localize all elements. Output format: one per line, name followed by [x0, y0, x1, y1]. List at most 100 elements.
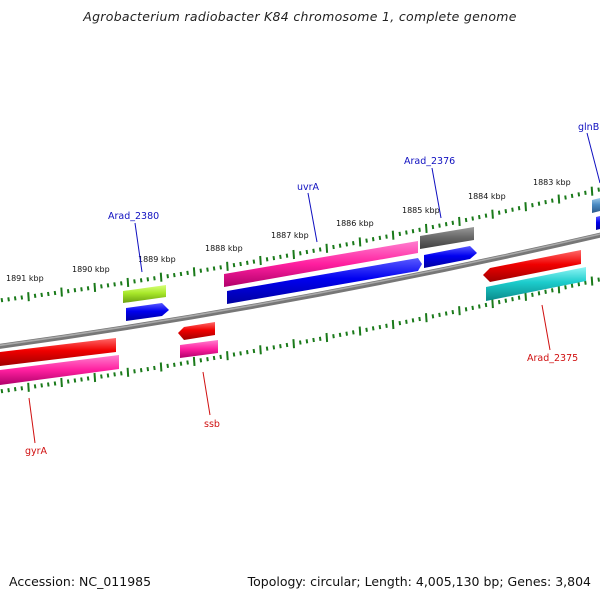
forward-tick-mark — [232, 262, 236, 268]
forward-tick-mark — [159, 272, 163, 282]
forward-tick-mark — [590, 186, 594, 196]
forward-tick-mark — [385, 234, 388, 239]
forward-tick-mark — [0, 297, 4, 303]
reverse-tick-mark — [33, 384, 37, 389]
reverse-tick-mark — [259, 345, 262, 355]
forward-tick-mark — [597, 187, 600, 192]
gene-label-glnB[interactable]: glnB — [578, 122, 599, 133]
gyrA-cds-feature[interactable] — [0, 355, 119, 385]
gyrA-gene-feature[interactable] — [0, 338, 116, 366]
reverse-tick-mark — [385, 323, 388, 328]
ssb-cds-feature[interactable] — [180, 340, 218, 358]
reverse-tick-mark — [66, 379, 70, 384]
uvrA-gene-feature[interactable] — [224, 241, 418, 287]
forward-tick-mark — [60, 287, 63, 297]
reverse-tick-mark — [272, 345, 276, 350]
reverse-tick-mark — [405, 319, 408, 324]
forward-tick-mark — [464, 217, 468, 223]
forward-tick-mark — [265, 257, 269, 262]
ssb-leader-line — [202, 371, 211, 416]
forward-tick-mark — [551, 198, 554, 203]
reverse-tick-mark — [226, 351, 229, 361]
forward-tick-mark — [73, 288, 77, 293]
reverse-tick-mark — [524, 291, 527, 301]
gene-label-uvrA[interactable]: uvrA — [297, 182, 320, 193]
map-title: Agrobacterium radiobacter K84 chromosome… — [83, 9, 517, 24]
forward-tick-mark — [332, 244, 335, 250]
arad-2375-leader-line — [541, 304, 551, 351]
forward-tick-mark — [451, 220, 455, 225]
gyrA-leader-line — [28, 397, 36, 444]
forward-tick-mark — [524, 202, 527, 212]
scale-label-1886: 1886 kbp — [336, 219, 374, 228]
forward-tick-mark — [212, 266, 216, 271]
gene-label-arad-2380[interactable]: Arad_2380 — [108, 211, 159, 222]
gene-label-arad-2375[interactable]: Arad_2375 — [527, 353, 578, 364]
uvrA-cds-feature[interactable] — [227, 258, 422, 304]
forward-tick-mark — [259, 255, 262, 266]
forward-tick-mark — [252, 259, 256, 264]
reverse-tick-mark — [173, 362, 176, 367]
reverse-tick-mark — [358, 326, 362, 336]
reverse-tick-mark — [504, 298, 508, 303]
forward-tick-mark — [577, 192, 581, 197]
forward-tick-mark — [391, 230, 395, 240]
genome-summary-text: Topology: circular; Length: 4,005,130 bp… — [247, 574, 591, 589]
reverse-tick-mark — [338, 332, 342, 338]
gene-label-arad-2376[interactable]: Arad_2376 — [404, 156, 455, 167]
reverse-tick-mark — [20, 386, 24, 391]
forward-tick-mark — [544, 199, 547, 205]
forward-tick-mark — [511, 207, 514, 212]
ssb-gene-feature[interactable] — [178, 322, 215, 340]
glnB-cds-feature[interactable] — [596, 216, 600, 230]
forward-tick-mark — [557, 194, 561, 204]
forward-tick-mark — [365, 238, 368, 243]
reverse-tick-mark — [60, 377, 63, 388]
forward-tick-mark — [199, 268, 203, 273]
arad-2376-gene-feature[interactable] — [420, 227, 474, 249]
forward-tick-mark — [411, 229, 415, 234]
forward-tick-mark — [478, 214, 481, 220]
reverse-tick-mark — [531, 292, 534, 297]
reverse-tick-mark — [352, 330, 355, 335]
arad-2380-gene-feature[interactable] — [123, 285, 166, 303]
reverse-tick-mark — [597, 277, 600, 282]
reverse-tick-mark — [312, 337, 315, 343]
reverse-tick-mark — [365, 327, 368, 332]
forward-tick-mark — [570, 193, 574, 199]
reverse-tick-mark — [252, 348, 256, 354]
reverse-tick-mark — [511, 297, 514, 302]
reverse-tick-mark — [332, 334, 335, 339]
arad-2376-cds-feature[interactable] — [424, 246, 477, 268]
arad-2380-cds-feature[interactable] — [126, 303, 169, 321]
reverse-tick-mark — [318, 336, 322, 341]
reverse-tick-mark — [199, 358, 203, 363]
forward-tick-mark — [219, 265, 222, 270]
forward-tick-mark — [279, 254, 282, 260]
chromosome-backbone — [0, 232, 600, 349]
forward-tick-mark — [139, 278, 143, 283]
reverse-tick-mark — [212, 355, 216, 361]
gene-label-gyrA[interactable]: gyrA — [25, 446, 48, 457]
forward-tick-mark — [192, 267, 196, 277]
reverse-tick-mark — [13, 387, 17, 392]
arad-2375-gene-feature[interactable] — [483, 250, 581, 282]
scale-label-1883: 1883 kbp — [533, 178, 571, 187]
forward-tick-mark — [531, 203, 534, 208]
forward-tick-mark — [491, 209, 494, 219]
forward-tick-mark — [458, 216, 461, 226]
forward-tick-mark — [246, 260, 249, 265]
reverse-tick-mark — [411, 318, 415, 323]
scale-label-1887: 1887 kbp — [271, 231, 309, 240]
forward-tick-mark — [405, 230, 408, 235]
forward-tick-mark — [318, 247, 322, 252]
reverse-tick-mark — [491, 299, 494, 309]
reverse-tick-mark — [577, 282, 581, 287]
glnB-gene-feature[interactable] — [592, 198, 600, 213]
forward-tick-mark — [504, 209, 508, 214]
gene-label-ssb[interactable]: ssb — [204, 419, 220, 430]
reverse-tick-mark — [159, 362, 163, 372]
reverse-tick-mark — [544, 289, 547, 294]
arad-2375-cds-feature[interactable] — [486, 267, 586, 301]
reverse-tick-mark — [126, 367, 130, 377]
